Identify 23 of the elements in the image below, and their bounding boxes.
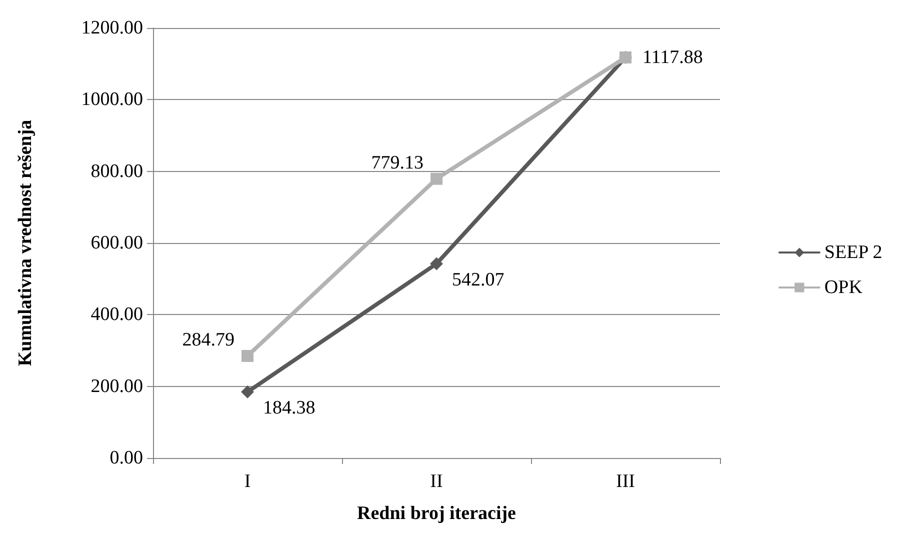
- data-label: 542.07: [452, 269, 504, 290]
- x-axis-title: Redni broj iteracije: [357, 503, 516, 524]
- y-tick-label: 1200.00: [81, 18, 143, 38]
- data-label: 184.38: [263, 397, 316, 418]
- point: [242, 350, 254, 362]
- y-tick-label: 600.00: [90, 232, 143, 254]
- point: [241, 385, 254, 398]
- legend-label: SEEP 2: [824, 242, 882, 263]
- data-label: 1117.88: [642, 46, 703, 68]
- x-tick-label: III: [616, 471, 635, 492]
- y-tick-label: 200.00: [90, 376, 143, 397]
- y-axis-title: Kumulativna vrednost rešenja: [15, 119, 36, 366]
- y-tick-label: 400.00: [90, 304, 143, 326]
- y-tick-label: 0.00: [110, 448, 143, 468]
- point: [430, 257, 443, 270]
- y-tick-label: 1000.00: [81, 89, 143, 110]
- legend-label: OPK: [824, 277, 863, 298]
- data-label: 779.13: [371, 152, 424, 174]
- y-tick-label: 800.00: [90, 160, 143, 182]
- x-tick-label: I: [244, 471, 251, 492]
- point: [430, 172, 442, 185]
- data-label: 284.79: [182, 329, 234, 350]
- x-tick-label: II: [430, 471, 443, 492]
